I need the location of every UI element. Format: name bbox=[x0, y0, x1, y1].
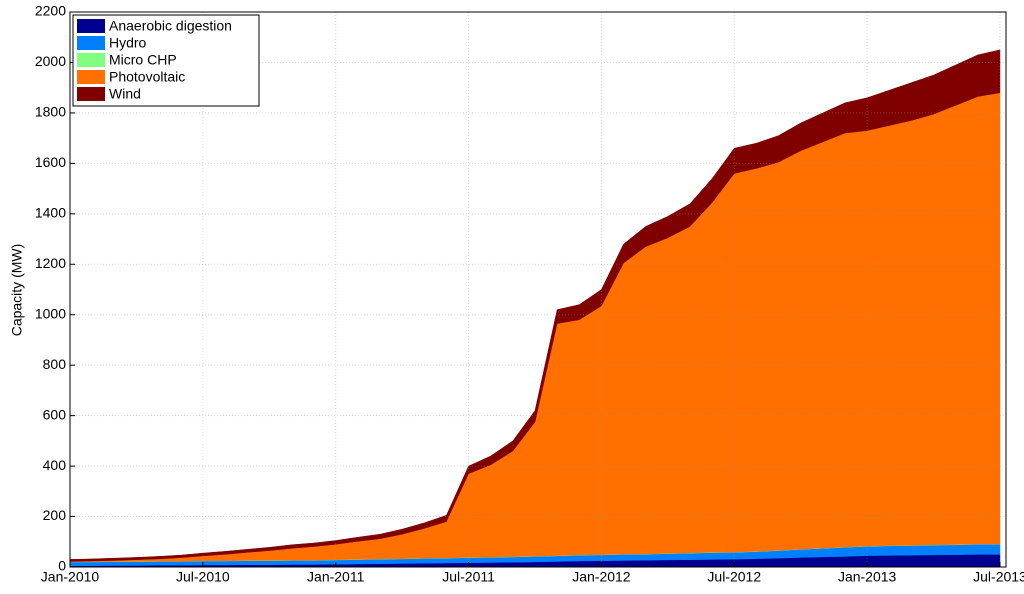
y-tick-label: 2000 bbox=[35, 53, 66, 69]
y-tick-label: 600 bbox=[43, 406, 67, 422]
legend-swatch bbox=[77, 70, 105, 84]
legend-label: Micro CHP bbox=[109, 52, 177, 68]
y-tick-label: 800 bbox=[43, 356, 67, 372]
y-tick-label: 2200 bbox=[35, 3, 66, 19]
y-tick-label: 1000 bbox=[35, 305, 66, 321]
x-tick-label: Jul-2011 bbox=[442, 569, 495, 585]
legend-swatch bbox=[77, 36, 105, 50]
legend-swatch bbox=[77, 19, 105, 33]
y-tick-label: 400 bbox=[43, 457, 67, 473]
x-tick-label: Jan-2010 bbox=[41, 569, 100, 585]
y-tick-label: 1400 bbox=[35, 205, 66, 221]
legend-label: Wind bbox=[109, 86, 141, 102]
x-tick-label: Jul-2010 bbox=[176, 569, 230, 585]
x-tick-label: Jan-2012 bbox=[572, 569, 631, 585]
y-axis-label: Capacity (MW) bbox=[9, 244, 25, 337]
y-tick-label: 200 bbox=[43, 507, 67, 523]
legend-label: Anaerobic digestion bbox=[109, 18, 232, 34]
x-tick-label: Jan-2013 bbox=[838, 569, 897, 585]
x-tick-label: Jan-2011 bbox=[307, 569, 365, 585]
legend-swatch bbox=[77, 87, 105, 101]
y-tick-label: 0 bbox=[58, 558, 66, 574]
x-tick-label: Jul-2013 bbox=[973, 569, 1024, 585]
x-tick-label: Jul-2012 bbox=[707, 569, 761, 585]
legend-swatch bbox=[77, 53, 105, 67]
legend-label: Hydro bbox=[109, 35, 147, 51]
area bbox=[69, 49, 1001, 562]
y-tick-label: 1200 bbox=[35, 255, 66, 271]
y-tick-label: 1600 bbox=[35, 154, 66, 170]
plot-frame bbox=[69, 11, 1007, 568]
y-tick-label: 1800 bbox=[35, 104, 66, 120]
legend-label: Photovoltaic bbox=[109, 69, 185, 85]
